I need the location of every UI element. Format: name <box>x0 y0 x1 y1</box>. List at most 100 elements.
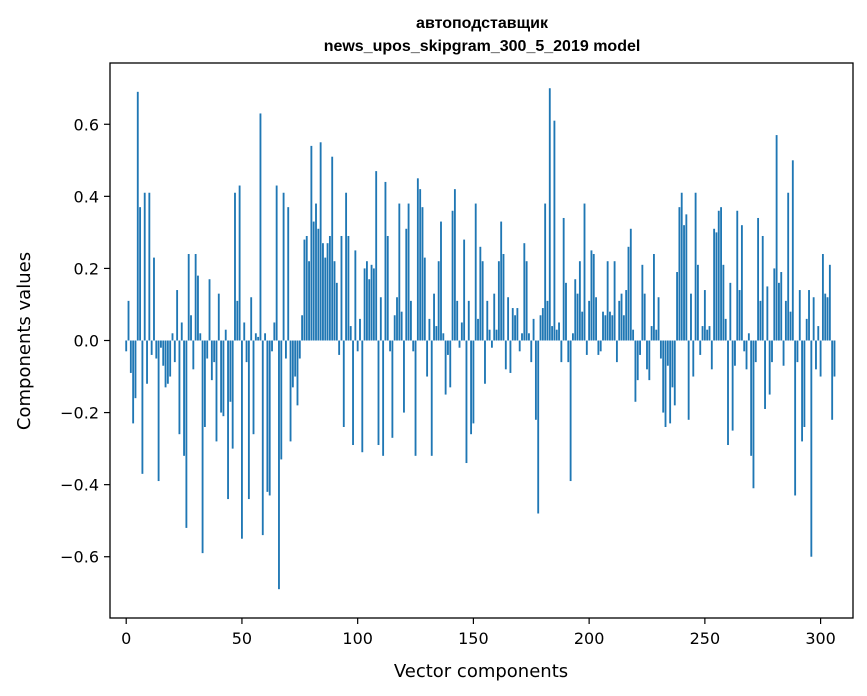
bar <box>301 315 304 341</box>
bar <box>810 340 813 557</box>
bar <box>442 333 445 341</box>
bar <box>416 178 419 341</box>
bar <box>745 340 748 370</box>
bar <box>271 340 273 352</box>
bar <box>291 340 294 388</box>
bar <box>740 225 743 341</box>
bar <box>458 340 461 348</box>
x-axis-label: Vector components <box>394 661 568 682</box>
bar <box>213 340 216 363</box>
bar <box>220 340 223 413</box>
bar <box>778 282 780 341</box>
bar <box>127 300 130 341</box>
bar <box>456 300 459 341</box>
bar <box>166 340 169 384</box>
bar <box>273 322 276 341</box>
bar <box>678 207 681 341</box>
bar <box>398 203 401 341</box>
bar <box>449 340 452 388</box>
bar <box>141 340 144 474</box>
bar <box>215 340 218 442</box>
bar <box>217 293 220 341</box>
bar <box>516 308 519 341</box>
bar <box>433 293 435 341</box>
bar <box>696 264 699 341</box>
bar <box>507 297 510 341</box>
bar <box>414 340 417 456</box>
bar <box>606 261 609 341</box>
bar <box>310 145 313 341</box>
bar <box>574 279 577 341</box>
bar <box>636 340 639 381</box>
bar <box>537 340 540 514</box>
bar <box>634 340 637 402</box>
bar <box>687 340 690 420</box>
bar <box>363 268 366 341</box>
bar <box>444 340 447 395</box>
bar <box>333 261 336 341</box>
bar <box>234 192 236 341</box>
bar <box>359 318 361 341</box>
bar <box>722 264 725 341</box>
bar <box>139 207 142 341</box>
bar <box>176 290 179 341</box>
bar <box>833 340 836 377</box>
bar <box>588 300 591 341</box>
bar <box>210 340 213 381</box>
bar <box>354 250 357 341</box>
bar <box>171 333 174 341</box>
bar <box>474 203 477 341</box>
bar <box>326 243 329 341</box>
bar <box>315 203 317 341</box>
bar <box>720 207 722 341</box>
bar <box>259 113 262 341</box>
bar <box>194 254 197 341</box>
bar <box>604 315 607 341</box>
bar <box>440 221 442 341</box>
bar <box>479 246 482 341</box>
bar <box>148 192 151 341</box>
bar <box>428 318 431 341</box>
bar <box>155 340 158 359</box>
bar <box>470 340 473 435</box>
bar <box>736 210 739 341</box>
bar <box>768 340 771 395</box>
x-tick-label: 50 <box>232 629 252 648</box>
bar <box>534 340 537 420</box>
bar <box>504 340 507 370</box>
x-tick-label: 150 <box>458 629 489 648</box>
bar <box>143 192 146 341</box>
bar <box>157 340 160 482</box>
bar <box>690 293 692 341</box>
bar <box>808 290 810 341</box>
bar <box>558 322 560 341</box>
bar <box>523 243 526 341</box>
bar <box>280 340 283 460</box>
bar <box>386 235 389 341</box>
bar <box>824 293 827 341</box>
bar <box>676 272 679 341</box>
bar <box>787 192 790 341</box>
bar <box>784 300 787 341</box>
bar <box>146 340 148 384</box>
bar <box>178 340 181 435</box>
bar <box>625 290 628 341</box>
bar <box>245 340 248 363</box>
bar <box>578 261 581 341</box>
bar <box>405 228 408 341</box>
bar <box>650 326 653 341</box>
bar <box>187 254 190 341</box>
bar <box>801 340 803 442</box>
bar <box>599 340 602 352</box>
bar <box>546 300 549 341</box>
bar <box>819 340 822 377</box>
bar <box>317 228 320 341</box>
bar <box>361 340 364 453</box>
bar <box>227 340 229 500</box>
bar <box>261 340 264 536</box>
bar <box>319 142 322 341</box>
bar <box>150 340 153 355</box>
bar <box>257 336 260 341</box>
bar <box>731 340 734 431</box>
